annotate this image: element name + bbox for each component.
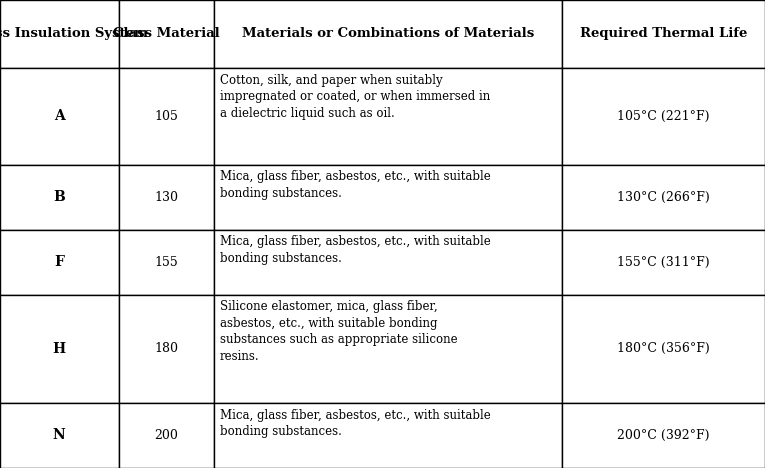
Text: 180°C (356°F): 180°C (356°F) (617, 342, 710, 355)
Text: H: H (53, 342, 66, 356)
Bar (214, 0, 562, 68)
Bar (0, 295, 119, 403)
Bar (0, 403, 119, 468)
Bar (119, 0, 214, 68)
Bar (0, 230, 119, 295)
Text: Class Insulation System: Class Insulation System (0, 28, 148, 40)
Text: 180: 180 (155, 342, 178, 355)
Bar (562, 403, 765, 468)
Bar (562, 68, 765, 165)
Bar (0, 68, 119, 165)
Bar (119, 230, 214, 295)
Bar (562, 230, 765, 295)
Text: 155°C (311°F): 155°C (311°F) (617, 256, 710, 269)
Text: 105: 105 (155, 110, 178, 123)
Bar (119, 295, 214, 403)
Text: Materials or Combinations of Materials: Materials or Combinations of Materials (242, 28, 535, 40)
Bar (562, 165, 765, 230)
Text: 105°C (221°F): 105°C (221°F) (617, 110, 710, 123)
Text: Required Thermal Life: Required Thermal Life (580, 28, 747, 40)
Bar (119, 68, 214, 165)
Text: Mica, glass fiber, asbestos, etc., with suitable
bonding substances.: Mica, glass fiber, asbestos, etc., with … (220, 409, 490, 438)
Text: Mica, glass fiber, asbestos, etc., with suitable
bonding substances.: Mica, glass fiber, asbestos, etc., with … (220, 170, 490, 200)
Bar (214, 295, 562, 403)
Text: Mica, glass fiber, asbestos, etc., with suitable
bonding substances.: Mica, glass fiber, asbestos, etc., with … (220, 235, 490, 265)
Bar (214, 165, 562, 230)
Bar (119, 403, 214, 468)
Text: 130: 130 (155, 190, 178, 204)
Text: A: A (54, 110, 65, 123)
Bar (214, 403, 562, 468)
Bar (562, 295, 765, 403)
Text: 155: 155 (155, 256, 178, 269)
Text: 200°C (392°F): 200°C (392°F) (617, 429, 710, 442)
Bar (214, 68, 562, 165)
Bar (214, 230, 562, 295)
Text: N: N (53, 429, 66, 442)
Text: 200: 200 (155, 429, 178, 442)
Text: F: F (54, 255, 64, 269)
Text: B: B (54, 190, 65, 204)
Bar (119, 165, 214, 230)
Bar (562, 0, 765, 68)
Bar (0, 0, 119, 68)
Text: Cotton, silk, and paper when suitably
impregnated or coated, or when immersed in: Cotton, silk, and paper when suitably im… (220, 73, 490, 119)
Text: Silicone elastomer, mica, glass fiber,
asbestos, etc., with suitable bonding
sub: Silicone elastomer, mica, glass fiber, a… (220, 300, 457, 363)
Bar (0, 165, 119, 230)
Text: 130°C (266°F): 130°C (266°F) (617, 190, 710, 204)
Text: Class Material: Class Material (113, 28, 220, 40)
